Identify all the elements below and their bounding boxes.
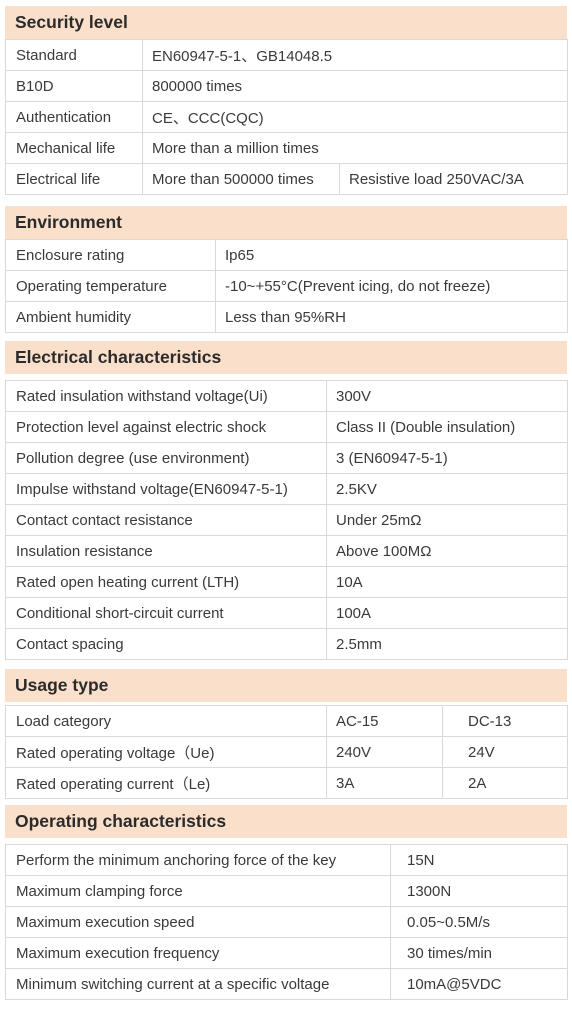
operating-heading: Operating characteristics: [5, 805, 567, 838]
table-row: Operating temperature -10~+55°C(Prevent …: [5, 270, 568, 302]
row-value: EN60947-5-1、GB14048.5: [142, 39, 568, 71]
security-section: Security level Standard EN60947-5-1、GB14…: [5, 6, 568, 195]
row-label: Perform the minimum anchoring force of t…: [5, 844, 391, 876]
row-label: Contact contact resistance: [5, 504, 327, 536]
table-row: Electrical life More than 500000 times R…: [5, 163, 568, 195]
row-label: Electrical life: [5, 163, 143, 195]
row-value: 800000 times: [142, 70, 568, 102]
row-dc-value: 2A: [442, 767, 568, 799]
row-label: Minimum switching current at a specific …: [5, 968, 391, 1000]
row-label: Enclosure rating: [5, 239, 216, 271]
table-row: Impulse withstand voltage(EN60947-5-1) 2…: [5, 473, 568, 505]
row-value: Above 100MΩ: [326, 535, 568, 567]
row-dc-value: 24V: [442, 736, 568, 768]
environment-section: Environment Enclosure rating Ip65 Operat…: [5, 206, 568, 333]
row-label: Maximum execution frequency: [5, 937, 391, 969]
table-row: B10D 800000 times: [5, 70, 568, 102]
table-row: Contact contact resistance Under 25mΩ: [5, 504, 568, 536]
row-label: B10D: [5, 70, 143, 102]
row-label: Impulse withstand voltage(EN60947-5-1): [5, 473, 327, 505]
row-label: Mechanical life: [5, 132, 143, 164]
row-label: Contact spacing: [5, 628, 327, 660]
operating-table: Perform the minimum anchoring force of t…: [5, 844, 568, 1000]
row-value: Class II (Double insulation): [326, 411, 568, 443]
row-label: Ambient humidity: [5, 301, 216, 333]
environment-heading: Environment: [5, 206, 567, 239]
row-extra: Resistive load 250VAC/3A: [339, 163, 568, 195]
row-label: Rated operating voltage（Ue): [5, 736, 327, 768]
operating-section: Operating characteristics Perform the mi…: [5, 805, 568, 1000]
row-ac-value: 3A: [326, 767, 443, 799]
environment-table: Enclosure rating Ip65 Operating temperat…: [5, 239, 568, 333]
table-row: Authentication CE、CCC(CQC): [5, 101, 568, 133]
table-row: Maximum clamping force 1300N: [5, 875, 568, 907]
row-value: 0.05~0.5M/s: [390, 906, 568, 938]
row-ac-value: 240V: [326, 736, 443, 768]
row-label: Standard: [5, 39, 143, 71]
row-value: 2.5KV: [326, 473, 568, 505]
row-value: Ip65: [215, 239, 568, 271]
row-value: 1300N: [390, 875, 568, 907]
table-row: Standard EN60947-5-1、GB14048.5: [5, 39, 568, 71]
table-row: Maximum execution frequency 30 times/min: [5, 937, 568, 969]
row-label: Protection level against electric shock: [5, 411, 327, 443]
row-label: Maximum clamping force: [5, 875, 391, 907]
table-row: Rated insulation withstand voltage(Ui) 3…: [5, 380, 568, 412]
usage-section: Usage type Load category AC-15 DC-13 Rat…: [5, 669, 568, 799]
row-label: Rated open heating current (LTH): [5, 566, 327, 598]
table-row: Contact spacing 2.5mm: [5, 628, 568, 660]
row-value: 100A: [326, 597, 568, 629]
row-label: Maximum execution speed: [5, 906, 391, 938]
row-label: Operating temperature: [5, 270, 216, 302]
row-value: CE、CCC(CQC): [142, 101, 568, 133]
table-row: Mechanical life More than a million time…: [5, 132, 568, 164]
table-row: Rated operating voltage（Ue) 240V 24V: [5, 736, 568, 768]
row-value: 3 (EN60947-5-1): [326, 442, 568, 474]
table-row: Pollution degree (use environment) 3 (EN…: [5, 442, 568, 474]
usage-table: Load category AC-15 DC-13 Rated operatin…: [5, 705, 568, 799]
row-value: Less than 95%RH: [215, 301, 568, 333]
table-row: Ambient humidity Less than 95%RH: [5, 301, 568, 333]
table-row: Rated open heating current (LTH) 10A: [5, 566, 568, 598]
row-label: Conditional short-circuit current: [5, 597, 327, 629]
table-row: Maximum execution speed 0.05~0.5M/s: [5, 906, 568, 938]
row-label: Load category: [5, 705, 327, 737]
table-row: Enclosure rating Ip65: [5, 239, 568, 271]
security-table: Standard EN60947-5-1、GB14048.5 B10D 8000…: [5, 39, 568, 195]
row-value: 10mA@5VDC: [390, 968, 568, 1000]
table-row: Protection level against electric shock …: [5, 411, 568, 443]
table-row: Minimum switching current at a specific …: [5, 968, 568, 1000]
row-label: Pollution degree (use environment): [5, 442, 327, 474]
security-heading: Security level: [5, 6, 567, 39]
usage-heading: Usage type: [5, 669, 567, 702]
electrical-section: Electrical characteristics Rated insulat…: [5, 341, 568, 660]
row-label: Authentication: [5, 101, 143, 133]
electrical-heading: Electrical characteristics: [5, 341, 567, 374]
table-row: Perform the minimum anchoring force of t…: [5, 844, 568, 876]
row-ac-value: AC-15: [326, 705, 443, 737]
row-label: Rated insulation withstand voltage(Ui): [5, 380, 327, 412]
table-row: Load category AC-15 DC-13: [5, 705, 568, 737]
row-value: 2.5mm: [326, 628, 568, 660]
row-value: 300V: [326, 380, 568, 412]
table-row: Rated operating current（Le) 3A 2A: [5, 767, 568, 799]
row-label: Insulation resistance: [5, 535, 327, 567]
table-row: Conditional short-circuit current 100A: [5, 597, 568, 629]
electrical-table: Rated insulation withstand voltage(Ui) 3…: [5, 380, 568, 660]
row-value: 30 times/min: [390, 937, 568, 969]
row-value: 10A: [326, 566, 568, 598]
row-label: Rated operating current（Le): [5, 767, 327, 799]
row-value: Under 25mΩ: [326, 504, 568, 536]
row-value: More than 500000 times: [142, 163, 340, 195]
row-value: -10~+55°C(Prevent icing, do not freeze): [215, 270, 568, 302]
row-value: More than a million times: [142, 132, 568, 164]
row-dc-value: DC-13: [442, 705, 568, 737]
table-row: Insulation resistance Above 100MΩ: [5, 535, 568, 567]
row-value: 15N: [390, 844, 568, 876]
